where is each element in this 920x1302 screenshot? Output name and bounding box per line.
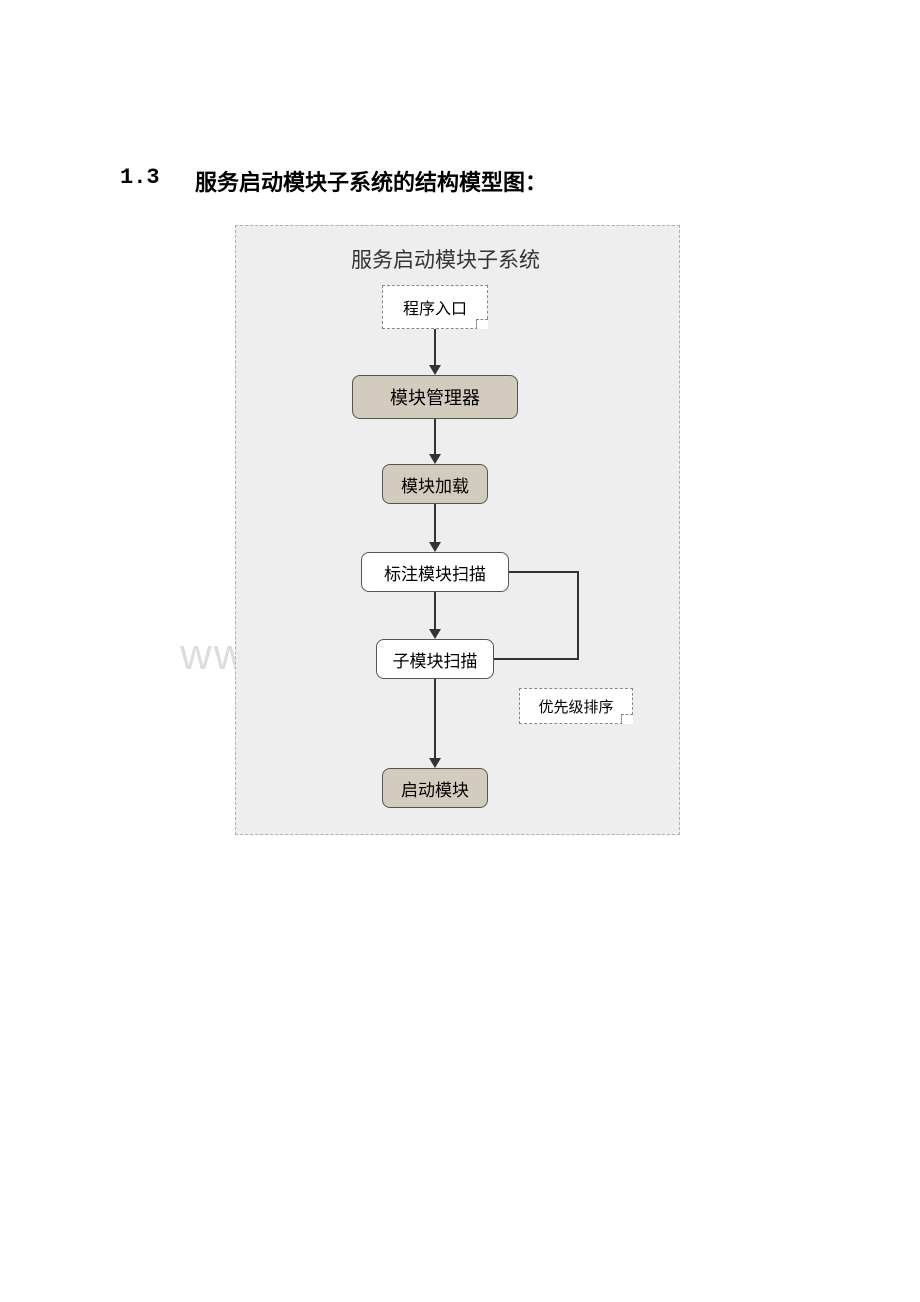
arrow-line xyxy=(434,329,436,365)
node-sub-scan-label: 子模块扫描 xyxy=(393,647,478,672)
node-loader: 模块加载 xyxy=(382,464,488,504)
node-manager: 模块管理器 xyxy=(352,375,518,419)
node-start: 启动模块 xyxy=(382,768,488,808)
node-start-label: 启动模块 xyxy=(401,776,469,801)
section-number: 1.3 xyxy=(120,165,160,190)
arrow-head-icon xyxy=(429,454,441,464)
node-priority-label: 优先级排序 xyxy=(538,696,613,717)
arrow-line xyxy=(434,592,436,629)
arrow-head-icon xyxy=(429,629,441,639)
arrow-line xyxy=(434,679,436,758)
node-loader-label: 模块加载 xyxy=(401,472,469,497)
arrow-head-icon xyxy=(429,542,441,552)
arrow-head-icon xyxy=(429,365,441,375)
feedback-line-h1 xyxy=(494,658,579,660)
arrow-line xyxy=(434,419,436,454)
node-annotate-scan: 标注模块扫描 xyxy=(361,552,509,592)
feedback-line-h2 xyxy=(509,571,579,573)
node-entry: 程序入口 xyxy=(382,285,488,329)
feedback-line-v xyxy=(577,571,579,660)
node-sub-scan: 子模块扫描 xyxy=(376,639,494,679)
section-title: 服务启动模块子系统的结构模型图： xyxy=(195,165,547,197)
diagram-title: 服务启动模块子系统 xyxy=(351,244,540,274)
fold-corner-icon xyxy=(476,319,488,329)
node-manager-label: 模块管理器 xyxy=(390,384,480,410)
arrow-head-icon xyxy=(429,758,441,768)
node-annotate-scan-label: 标注模块扫描 xyxy=(384,560,486,585)
node-entry-label: 程序入口 xyxy=(403,295,467,319)
fold-corner-icon xyxy=(621,714,633,724)
arrow-line xyxy=(434,504,436,542)
flowchart-container: 服务启动模块子系统 程序入口 模块管理器 模块加载 标注模块扫描 子模块扫描 优… xyxy=(235,225,680,835)
node-priority: 优先级排序 xyxy=(519,688,633,724)
